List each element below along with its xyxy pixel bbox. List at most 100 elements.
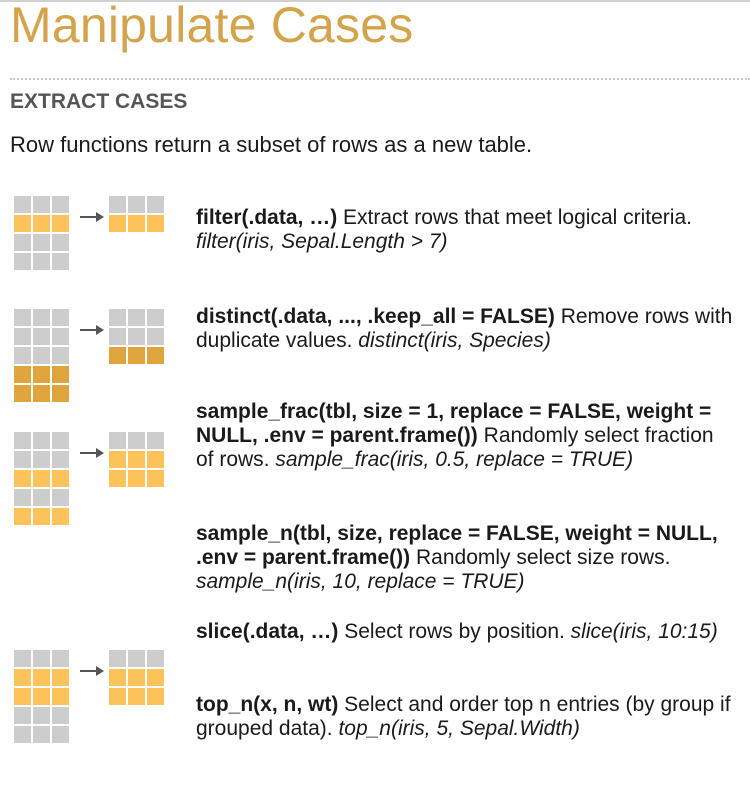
input-table-cell xyxy=(33,451,50,468)
input-table-cell xyxy=(33,508,50,525)
input-table-row xyxy=(14,470,69,487)
input-table-cell xyxy=(14,688,31,705)
output-table-cell xyxy=(147,470,164,487)
input-table-cell xyxy=(14,347,31,364)
function-top-n: top_n(x, n, wt) Select and order top n e… xyxy=(196,693,736,741)
output-table-row xyxy=(109,196,164,213)
slice-diagram xyxy=(14,650,164,743)
input-table-cell xyxy=(33,470,50,487)
function-args: (x, n, wt) xyxy=(253,693,339,716)
function-name: distinct xyxy=(196,305,271,328)
input-table-cell xyxy=(14,707,31,724)
sample-diagram xyxy=(14,432,164,525)
input-table-cell xyxy=(33,650,50,667)
function-desc: Select and order top n entries (by group… xyxy=(196,693,731,740)
input-table-cell xyxy=(14,650,31,667)
output-table-row xyxy=(109,432,164,449)
input-table-cell xyxy=(33,366,50,383)
function-name: slice xyxy=(196,620,243,643)
input-table-row xyxy=(14,385,69,402)
input-table-row xyxy=(14,366,69,383)
output-table-row xyxy=(109,215,164,232)
input-table-cell xyxy=(52,432,69,449)
input-table-cell xyxy=(14,489,31,506)
output-table-row xyxy=(109,688,164,705)
input-table-row xyxy=(14,253,69,270)
input-table-cell xyxy=(52,451,69,468)
function-example: sample_frac(iris, 0.5, replace = TRUE) xyxy=(275,448,634,471)
input-table-cell xyxy=(33,707,50,724)
output-table-cell xyxy=(128,347,145,364)
output-table-cell xyxy=(147,451,164,468)
arrow-icon xyxy=(96,212,104,222)
function-name: sample_frac xyxy=(196,400,319,423)
output-table-cell xyxy=(109,650,126,667)
input-table-cell xyxy=(14,385,31,402)
function-sample-n: sample_n(tbl, size, replace = FALSE, wei… xyxy=(196,522,736,594)
output-table-cell xyxy=(109,347,126,364)
input-table-cell xyxy=(14,309,31,326)
function-example: top_n(iris, 5, Sepal.Width) xyxy=(338,717,580,740)
input-table-row xyxy=(14,650,69,667)
input-table-row xyxy=(14,707,69,724)
input-table-cell xyxy=(52,650,69,667)
input-table-row xyxy=(14,234,69,251)
input-table-row xyxy=(14,328,69,345)
input-table-cell xyxy=(52,366,69,383)
output-table-cell xyxy=(147,669,164,686)
input-table-cell xyxy=(33,234,50,251)
input-table-cell xyxy=(52,489,69,506)
function-filter: filter(.data, …) Extract rows that meet … xyxy=(196,206,736,254)
output-table-cell xyxy=(128,451,145,468)
function-sample-frac: sample_frac(tbl, size = 1, replace = FAL… xyxy=(196,400,736,472)
function-example: distinct(iris, Species) xyxy=(358,329,551,352)
function-example: filter(iris, Sepal.Length > 7) xyxy=(196,230,448,253)
arrow-icon xyxy=(96,448,104,458)
output-table-cell xyxy=(128,196,145,213)
input-table-cell xyxy=(14,196,31,213)
input-table-cell xyxy=(33,253,50,270)
input-table-cell xyxy=(52,707,69,724)
function-desc: Remove rows with duplicate values. xyxy=(196,305,733,352)
page-title: Manipulate Cases xyxy=(10,0,414,53)
function-name: filter xyxy=(196,206,242,229)
output-table-cell xyxy=(128,669,145,686)
input-table-cell xyxy=(33,347,50,364)
top-rule xyxy=(0,0,750,2)
function-args: (tbl, size, replace = FALSE, weight = NU… xyxy=(196,522,718,569)
function-example: sample_n(iris, 10, replace = TRUE) xyxy=(196,570,525,593)
input-table-row xyxy=(14,451,69,468)
output-table-row xyxy=(109,309,164,326)
input-table-row xyxy=(14,688,69,705)
input-table-cell xyxy=(14,215,31,232)
input-table-row xyxy=(14,432,69,449)
input-table-cell xyxy=(14,669,31,686)
input-table-cell xyxy=(52,726,69,743)
input-table-cell xyxy=(33,688,50,705)
input-table-cell xyxy=(14,328,31,345)
output-table-row xyxy=(109,451,164,468)
input-table-cell xyxy=(33,432,50,449)
input-table-cell xyxy=(52,309,69,326)
input-table-cell xyxy=(52,253,69,270)
output-table-cell xyxy=(109,669,126,686)
input-table-cell xyxy=(52,470,69,487)
input-table-cell xyxy=(14,451,31,468)
output-table-cell xyxy=(109,215,126,232)
output-table-cell xyxy=(128,470,145,487)
input-table-row xyxy=(14,215,69,232)
function-args: (.data, ..., .keep_all = FALSE) xyxy=(270,305,555,328)
input-table-row xyxy=(14,347,69,364)
output-table-cell xyxy=(109,328,126,345)
output-table-cell xyxy=(109,470,126,487)
arrow-icon xyxy=(96,325,104,335)
output-table-row xyxy=(109,650,164,667)
input-table-row xyxy=(14,196,69,213)
input-table-cell xyxy=(14,366,31,383)
input-table-cell xyxy=(52,234,69,251)
input-table-cell xyxy=(52,669,69,686)
input-table-cell xyxy=(52,385,69,402)
output-table-cell xyxy=(147,347,164,364)
input-table-row xyxy=(14,309,69,326)
output-table-cell xyxy=(147,215,164,232)
